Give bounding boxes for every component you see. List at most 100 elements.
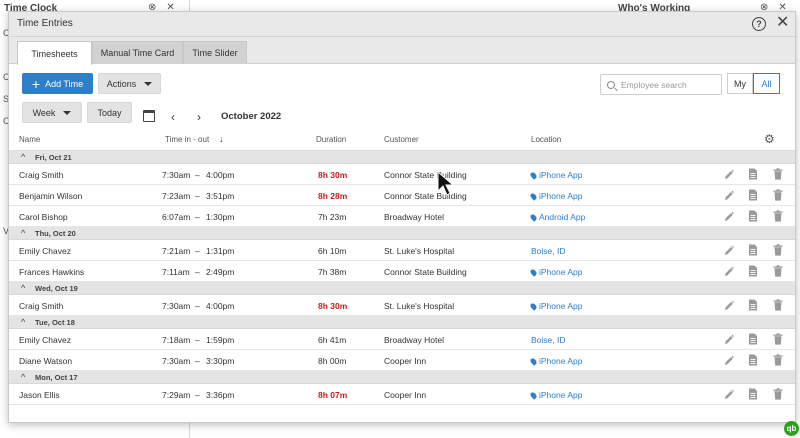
scope-all-button[interactable]: All	[753, 73, 780, 94]
pencil-icon[interactable]	[724, 210, 734, 222]
trash-icon[interactable]	[773, 299, 783, 311]
day-group-header[interactable]: ^ Fri, Oct 21	[9, 151, 795, 164]
pencil-icon[interactable]	[724, 299, 734, 311]
time-out: 1:30pm	[206, 212, 235, 222]
sort-down-icon[interactable]: ↓	[219, 134, 224, 144]
background-letter: C	[3, 116, 10, 126]
tab-time-slider[interactable]: Time Slider	[183, 41, 247, 64]
map-pin-icon	[529, 192, 538, 201]
table-row[interactable]: Frances Hawkins 7:11am –2:49pm 7h 38m Connor…	[9, 261, 795, 282]
background-letter: S	[3, 94, 10, 104]
pencil-icon[interactable]	[724, 189, 734, 201]
pencil-icon[interactable]	[724, 168, 734, 180]
table-row[interactable]: Emily Chavez 7:18am –1:59pm 6h 41m Broadway …	[9, 329, 795, 350]
location-link[interactable]: iPhone App	[529, 356, 582, 366]
chevron-up-icon[interactable]: ^	[21, 317, 26, 327]
chevron-up-icon[interactable]: ^	[21, 372, 26, 382]
location-link[interactable]: iPhone App	[529, 301, 582, 311]
map-pin-icon	[529, 171, 538, 180]
help-icon[interactable]: ?	[752, 17, 766, 31]
gear-icon[interactable]: ⚙	[764, 132, 775, 146]
location-link[interactable]: iPhone App	[529, 170, 582, 180]
tab-manual-time-card[interactable]: Manual Time Card	[92, 41, 183, 64]
table-row[interactable]: Craig Smith 7:30am –4:00pm 8h 30m St. Luke's…	[9, 295, 795, 316]
location-link[interactable]: Android App	[529, 212, 585, 222]
trash-icon[interactable]	[773, 333, 783, 345]
table-row[interactable]: Diane Watson 7:30am –3:30pm 8h 00m Cooper In…	[9, 350, 795, 371]
duration-value: 7h 38m	[318, 267, 347, 277]
table-row[interactable]: Carol Bishop 6:07am –1:30pm 7h 23m Broadway …	[9, 206, 795, 227]
trash-icon[interactable]	[773, 189, 783, 201]
trash-icon[interactable]	[773, 354, 783, 366]
document-icon[interactable]	[748, 168, 758, 180]
next-arrow-icon[interactable]: ›	[197, 110, 201, 124]
add-time-button[interactable]: + Add Time	[22, 73, 93, 94]
document-icon[interactable]	[748, 244, 758, 256]
document-icon[interactable]	[748, 299, 758, 311]
day-group-header[interactable]: ^ Wed, Oct 19	[9, 282, 795, 295]
previous-arrow-icon[interactable]: ‹	[171, 110, 175, 124]
background-letter: C	[3, 28, 10, 38]
search-icon	[607, 80, 615, 89]
table-row[interactable]: Jason Ellis 7:29am –3:36pm 8h 07m Cooper Inn…	[9, 384, 795, 405]
actions-dropdown[interactable]: Actions	[98, 73, 161, 94]
time-entries-dialog: Time Entries ? ✕ Timesheets Manual Time …	[8, 11, 796, 423]
chevron-up-icon[interactable]: ^	[21, 152, 26, 162]
column-header-location[interactable]: Location	[531, 135, 562, 144]
tab-timesheets[interactable]: Timesheets	[17, 41, 92, 65]
location-label: Boise, ID	[531, 246, 566, 256]
pencil-icon[interactable]	[724, 265, 734, 277]
document-icon[interactable]	[748, 265, 758, 277]
close-icon[interactable]: ✕	[776, 14, 790, 31]
employee-search-input[interactable]: Employee search	[600, 74, 722, 95]
location-link[interactable]: Boise, ID	[531, 246, 566, 256]
background-panel-controls[interactable]: ⊗✕	[148, 2, 185, 13]
day-group-header[interactable]: ^ Mon, Oct 17	[9, 371, 795, 384]
period-dropdown[interactable]: Week	[22, 102, 82, 123]
time-in: 7:11am	[162, 267, 190, 277]
document-icon[interactable]	[748, 388, 758, 400]
document-icon[interactable]	[748, 189, 758, 201]
time-in: 7:29am	[162, 390, 191, 400]
table-row[interactable]: Craig Smith 7:30am –4:00pm 8h 30m Connor Sta…	[9, 164, 795, 185]
trash-icon[interactable]	[773, 244, 783, 256]
time-in: 7:30am	[162, 301, 191, 311]
pencil-icon[interactable]	[724, 354, 734, 366]
trash-icon[interactable]	[773, 210, 783, 222]
duration-value: 8h 28m	[318, 191, 348, 201]
today-button[interactable]: Today	[87, 102, 132, 123]
document-icon[interactable]	[748, 354, 758, 366]
time-separator: –	[195, 212, 200, 222]
trash-icon[interactable]	[773, 265, 783, 277]
table-row[interactable]: Benjamin Wilson 7:23am –3:51pm 8h 28m Connor…	[9, 185, 795, 206]
duration-value: 8h 00m	[318, 356, 347, 366]
day-group-header[interactable]: ^ Thu, Oct 20	[9, 227, 795, 240]
plus-icon: +	[31, 75, 41, 92]
scope-my-button[interactable]: My	[727, 73, 753, 94]
background-panel-controls-right[interactable]: ⊗✕	[760, 2, 797, 13]
location-link[interactable]: iPhone App	[529, 267, 582, 277]
trash-icon[interactable]	[773, 388, 783, 400]
document-icon[interactable]	[748, 333, 758, 345]
location-link[interactable]: iPhone App	[529, 390, 582, 400]
column-header-name[interactable]: Name	[19, 135, 41, 144]
location-link[interactable]: Boise, ID	[531, 335, 566, 345]
calendar-icon[interactable]	[143, 110, 155, 122]
location-link[interactable]: iPhone App	[529, 191, 582, 201]
document-icon[interactable]	[748, 210, 758, 222]
chevron-up-icon[interactable]: ^	[21, 228, 26, 238]
table-body: ^ Fri, Oct 21 Craig Smith 7:30am –4:00pm 8h 3…	[9, 151, 795, 405]
mouse-cursor-icon	[437, 171, 455, 196]
pencil-icon[interactable]	[724, 333, 734, 345]
day-group-header[interactable]: ^ Tue, Oct 18	[9, 316, 795, 329]
trash-icon[interactable]	[773, 168, 783, 180]
column-header-time[interactable]: Time in - out	[165, 135, 210, 144]
column-header-duration[interactable]: Duration	[316, 135, 347, 144]
column-header-customer[interactable]: Customer	[384, 135, 419, 144]
chevron-up-icon[interactable]: ^	[21, 283, 26, 293]
pencil-icon[interactable]	[724, 244, 734, 256]
pencil-icon[interactable]	[724, 388, 734, 400]
time-in: 7:30am	[162, 170, 191, 180]
table-row[interactable]: Emily Chavez 7:21am –1:31pm 6h 10m St. Luke'…	[9, 240, 795, 261]
duration-value: 6h 41m	[318, 335, 347, 345]
